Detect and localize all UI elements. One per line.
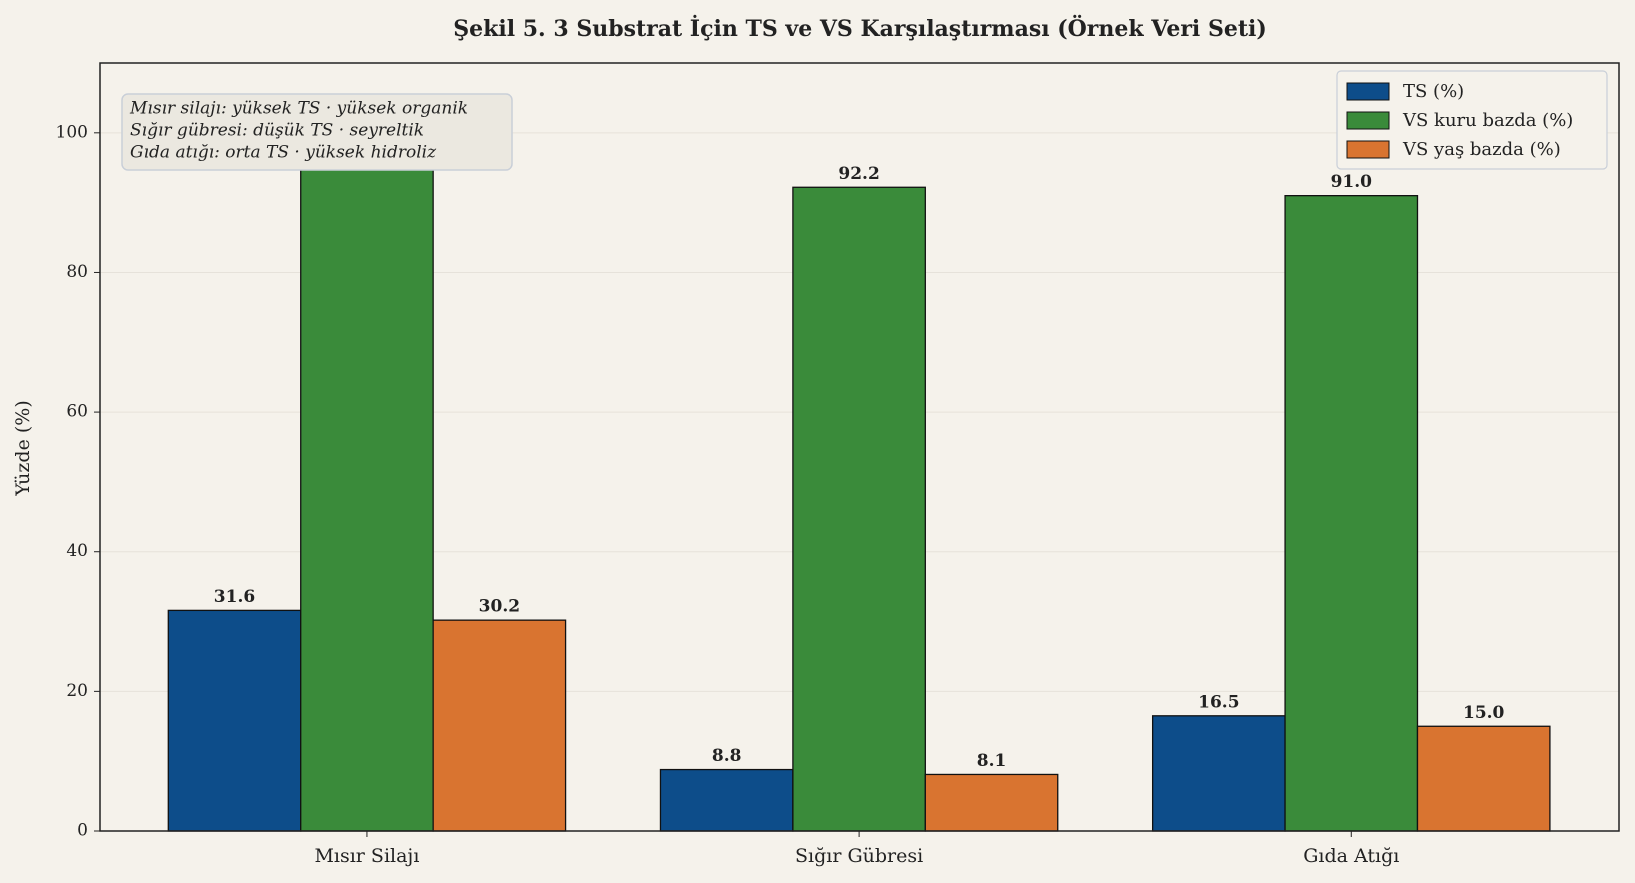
legend-swatch	[1346, 111, 1390, 130]
y-axis-label: Yüzde (%)	[12, 400, 34, 496]
annotation-box	[121, 93, 513, 171]
y-tick-label: 100	[56, 122, 88, 142]
bar	[924, 773, 1059, 832]
annotation-text: Gıda atığı: orta TS · yüksek hidroliz	[130, 143, 437, 163]
legend-label: TS (%)	[1403, 81, 1464, 102]
annotation-text: Mısır silajı: yüksek TS · yüksek organik	[129, 99, 468, 119]
annotation-text: Sığır gübresi: düşük TS · seyreltik	[130, 121, 424, 141]
bar	[792, 186, 926, 832]
x-tick-label: Mısır Silajı	[314, 845, 419, 867]
bar	[167, 609, 302, 832]
value-label: 91.0	[1331, 172, 1373, 192]
y-tick-label: 0	[77, 821, 88, 841]
y-tick-label: 60	[66, 402, 88, 422]
bar	[300, 162, 434, 832]
legend-label: VS yaş bazda (%)	[1402, 139, 1561, 160]
legend-swatch	[1346, 82, 1390, 101]
bar	[1151, 715, 1286, 832]
value-label: 8.1	[977, 751, 1007, 771]
legend-box	[1336, 70, 1608, 170]
chart-title: Şekil 5. 3 Substrat İçin TS ve VS Karşıl…	[453, 14, 1267, 42]
legend-swatch	[1346, 140, 1390, 159]
value-label: 15.0	[1463, 703, 1505, 723]
y-tick-label: 80	[66, 262, 88, 282]
bar	[1284, 195, 1419, 832]
x-tick-label: Sığır Gübresi	[795, 845, 923, 867]
value-label: 8.8	[712, 746, 742, 766]
legend-label: VS kuru bazda (%)	[1402, 110, 1573, 131]
bar	[432, 619, 567, 832]
y-tick-label: 40	[66, 541, 88, 561]
value-label: 16.5	[1198, 692, 1239, 712]
x-tick-label: Gıda Atığı	[1303, 845, 1399, 867]
value-label: 30.2	[479, 597, 520, 617]
value-label: 31.6	[214, 587, 255, 607]
y-tick-label: 20	[66, 681, 88, 701]
plot-frame	[99, 62, 1620, 832]
bar	[659, 768, 794, 832]
value-label: 92.2	[838, 164, 879, 184]
bar	[1416, 725, 1551, 832]
